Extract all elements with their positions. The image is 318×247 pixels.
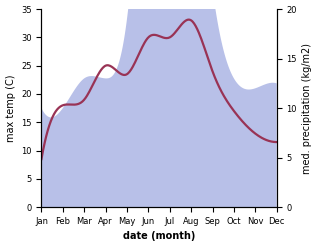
Y-axis label: med. precipitation (kg/m2): med. precipitation (kg/m2) [302,43,313,174]
Y-axis label: max temp (C): max temp (C) [5,74,16,142]
X-axis label: date (month): date (month) [123,231,195,242]
